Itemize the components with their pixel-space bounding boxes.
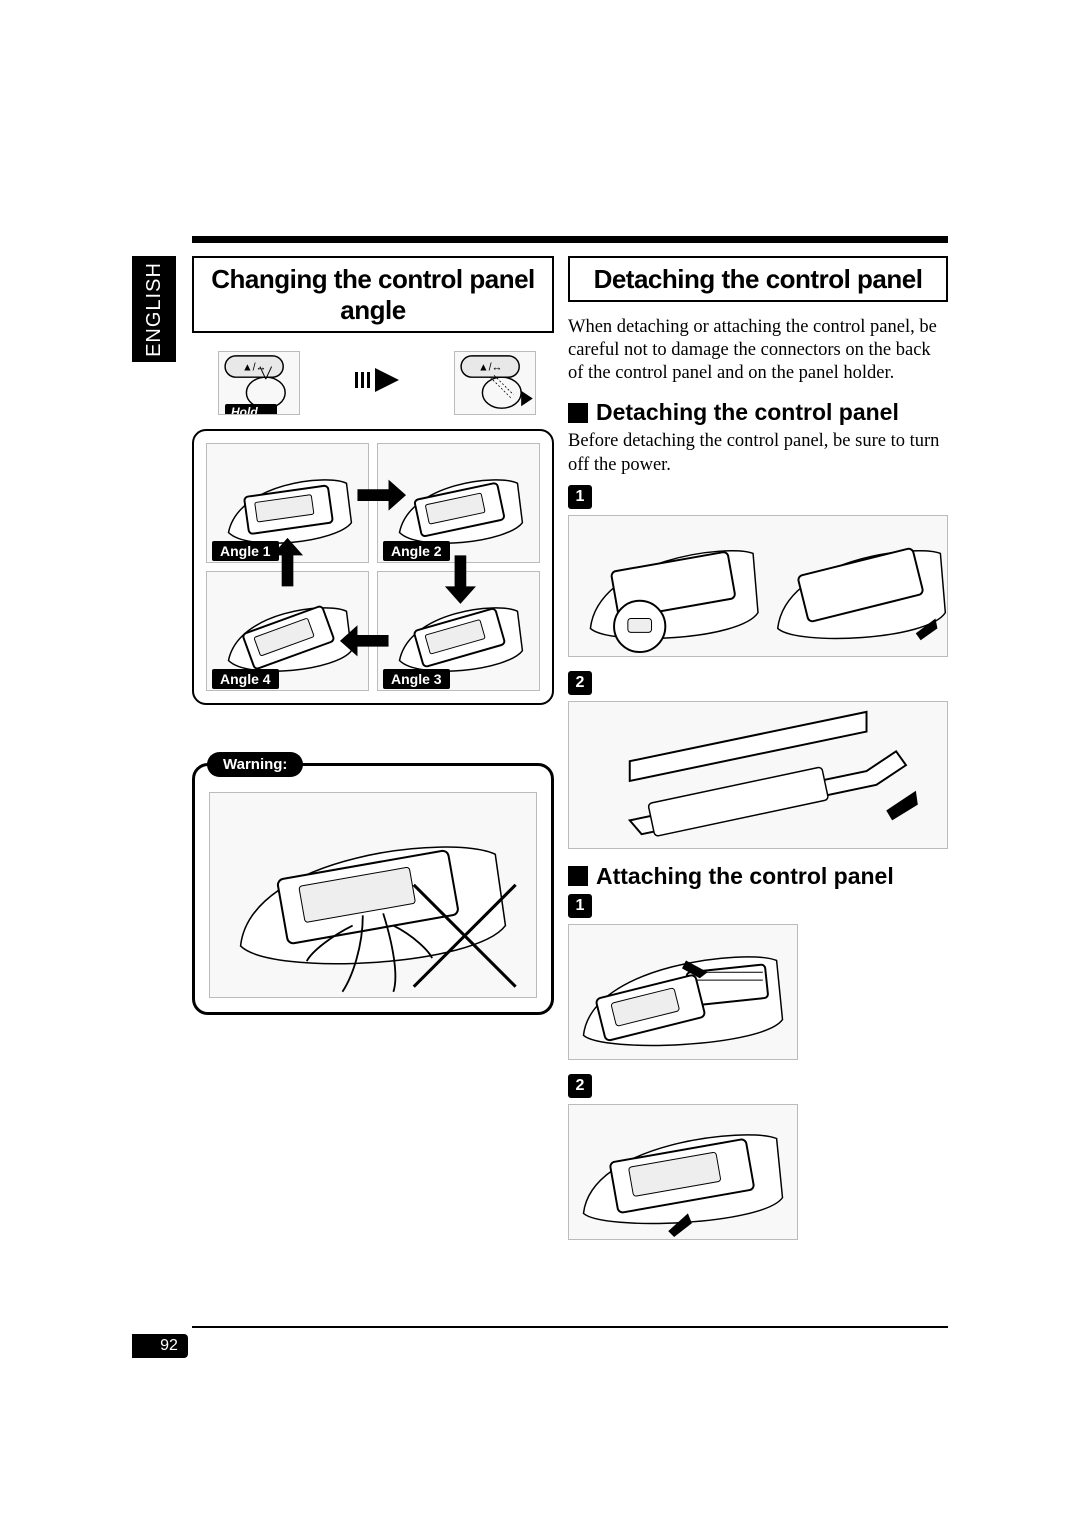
square-bullet-icon <box>568 403 588 423</box>
hold-label: Hold.... <box>225 404 277 415</box>
step-badge-detach-2: 2 <box>568 671 592 695</box>
svg-text:▲/↔: ▲/↔ <box>478 361 502 373</box>
subheading-attaching: Attaching the control panel <box>568 863 948 890</box>
attach-step2-diagram <box>568 1104 798 1240</box>
detach-step1-diagram <box>568 515 948 657</box>
step-badge-attach-1: 1 <box>568 894 592 918</box>
warning-label: Warning: <box>207 752 303 777</box>
language-tab: ENGLISH <box>132 256 176 362</box>
hold-button-row: ▲/↔ Hold.... ▲/↔ <box>192 347 554 419</box>
angle-label-1: Angle 1 <box>212 541 279 561</box>
detach-step2-diagram <box>568 701 948 849</box>
warning-diagram <box>209 792 537 998</box>
angle-cell-1: Angle 1 <box>202 439 373 567</box>
angle-cycle-grid: Angle 1 Angle 2 Angle 4 <box>192 429 554 705</box>
subheading-attaching-text: Attaching the control panel <box>596 863 894 890</box>
intro-paragraph: When detaching or attaching the control … <box>568 316 948 385</box>
angle-label-3: Angle 3 <box>383 669 450 689</box>
left-column: Changing the control panel angle ▲/↔ Hol… <box>192 256 554 1015</box>
button-diagram-hold: ▲/↔ Hold.... <box>218 351 300 415</box>
page-number: 92 <box>132 1334 188 1358</box>
detach-note: Before detaching the control panel, be s… <box>568 430 948 476</box>
angle-cell-3: Angle 3 <box>373 567 544 695</box>
angle-label-2: Angle 2 <box>383 541 450 561</box>
manual-page: ENGLISH Changing the control panel angle… <box>132 236 948 1348</box>
top-rule <box>192 236 948 243</box>
section-title-changing-angle: Changing the control panel angle <box>192 256 554 333</box>
step-badge-detach-1: 1 <box>568 485 592 509</box>
button-diagram-press: ▲/↔ <box>454 351 536 415</box>
subheading-detaching: Detaching the control panel <box>568 399 948 426</box>
bottom-rule <box>192 1326 948 1328</box>
subheading-detaching-text: Detaching the control panel <box>596 399 899 426</box>
angle-cell-2: Angle 2 <box>373 439 544 567</box>
angle-cell-4: Angle 4 <box>202 567 373 695</box>
attach-step1-diagram <box>568 924 798 1060</box>
section-title-detaching: Detaching the control panel <box>568 256 948 302</box>
square-bullet-icon <box>568 866 588 886</box>
warning-box: Warning: <box>192 763 554 1015</box>
language-label: ENGLISH <box>143 262 166 357</box>
right-column: Detaching the control panel When detachi… <box>568 256 948 1240</box>
angle-label-4: Angle 4 <box>212 669 279 689</box>
sequence-arrow-icon <box>304 366 450 401</box>
step-badge-attach-2: 2 <box>568 1074 592 1098</box>
